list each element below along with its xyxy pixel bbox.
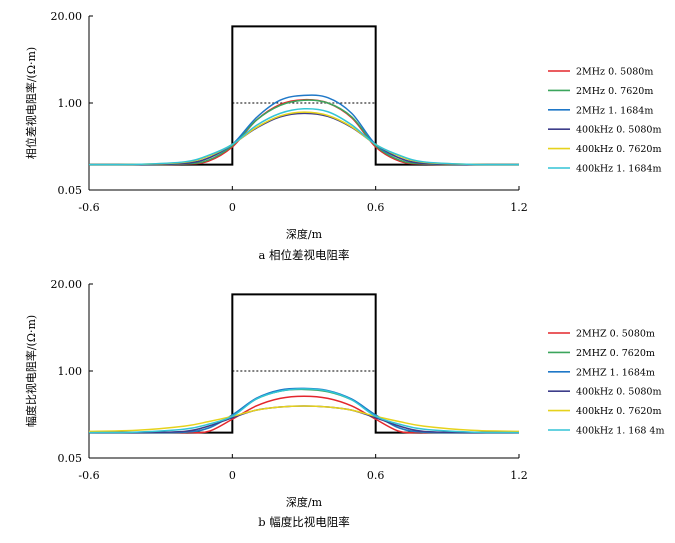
true-model-line: [89, 293, 519, 434]
legend-label: 400kHz 0. 5080m: [576, 125, 661, 136]
y-tick-label: 1.00: [58, 97, 83, 110]
plot-area: [89, 293, 519, 434]
y-tick-label: 0.05: [58, 184, 83, 197]
legend: 2MHZ 0. 5080m 2MHZ 0. 7620m 2MHZ 1. 1684m 4…: [548, 329, 665, 437]
y-axis-label: 幅度比视电阻率/(Ω·m): [24, 315, 38, 427]
series-line-5: [89, 111, 519, 166]
series-line-4: [89, 112, 519, 166]
series-line-5: [89, 405, 519, 433]
legend-label: 400kHz 0. 7620m: [576, 144, 661, 155]
true-model-line: [89, 25, 519, 166]
legend-label: 2MHz 0. 5080m: [576, 67, 653, 78]
y-tick-label: 20.00: [51, 278, 83, 291]
plot-area: [89, 25, 519, 166]
legend-label: 400kHz 1. 168 4m: [576, 426, 665, 437]
series-line-1: [89, 395, 519, 434]
y-tick-label: 0.05: [58, 452, 83, 465]
y-tick-label: 20.00: [51, 10, 83, 23]
series-line-6: [89, 388, 519, 434]
x-axis-label: 深度/m: [286, 227, 323, 241]
series-line-2: [89, 99, 519, 166]
x-tick-label: -0.6: [78, 469, 99, 482]
series-line-3: [89, 94, 519, 166]
series-line-6: [89, 107, 519, 166]
legend-label: 2MHZ 0. 5080m: [576, 329, 655, 340]
x-tick-label: -0.6: [78, 201, 99, 214]
x-tick-label: 0.6: [367, 469, 385, 482]
y-tick-label: 1.00: [58, 365, 83, 378]
legend-label: 2MHZ 0. 7620m: [576, 348, 655, 359]
series-line-3: [89, 387, 519, 434]
chart-panel-a: -0.6 0 0.6 1.2 0.05 1.00 20.00 深度/m 相位差视电阻率/(Ω·m…: [24, 10, 661, 262]
chart-caption: a 相位差视电阻率: [258, 248, 349, 262]
x-axis-label: 深度/m: [286, 495, 323, 509]
legend-label: 2MHz 1. 1684m: [576, 105, 653, 116]
y-axis-label: 相位差视电阻率/(Ω·m): [24, 47, 38, 159]
x-tick-label: 0: [229, 201, 236, 214]
x-tick-label: 1.2: [510, 201, 528, 214]
x-tick-label: 0.6: [367, 201, 385, 214]
legend-label: 400kHz 0. 7620m: [576, 406, 661, 417]
legend-label: 2MHZ 1. 1684m: [576, 367, 655, 378]
legend-label: 400kHz 0. 5080m: [576, 387, 661, 398]
legend-label: 2MHz 0. 7620m: [576, 86, 653, 97]
legend-label: 400kHz 1. 1684m: [576, 164, 661, 175]
x-tick-label: 0: [229, 469, 236, 482]
chart-caption: b 幅度比视电阻率: [258, 515, 350, 529]
x-tick-label: 1.2: [510, 469, 528, 482]
chart-panel-b: -0.6 0 0.6 1.2 0.05 1.00 20.00 深度/m 幅度比视电阻率/(Ω·m…: [24, 278, 665, 529]
legend: 2MHz 0. 5080m 2MHz 0. 7620m 2MHz 1. 1684m 4…: [548, 67, 661, 175]
